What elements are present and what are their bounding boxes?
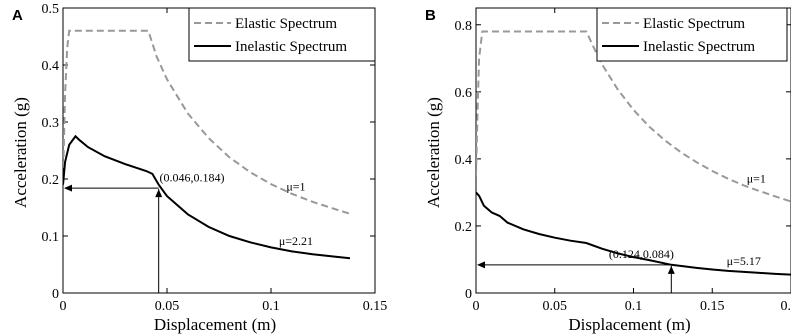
panel-letter: B — [425, 7, 436, 24]
x-tick-label: 0.05 — [155, 299, 180, 314]
x-tick-label: 0. — [781, 299, 791, 314]
legend: Elastic Spectrum Inelastic Spectrum — [188, 7, 376, 62]
elastic-spectrum-line — [476, 30, 791, 203]
legend-box — [188, 7, 376, 62]
y-tick-label: 0.5 — [42, 2, 60, 17]
annotation-label: μ=2.21 — [279, 234, 313, 248]
x-tick-label: 0.15 — [363, 299, 388, 314]
annotation-label: (0.046,0.184) — [159, 170, 224, 184]
y-axis-label: Acceleration (g) — [11, 97, 30, 208]
y-tick-label: 0.2 — [455, 220, 473, 235]
legend: Elastic Spectrum Inelastic Spectrum — [596, 7, 788, 62]
chart-panel-A: A 0 0.05 0.1 0.15 0 0.1 0.2 0.3 0.4 0.5 Displacemen… — [11, 2, 387, 334]
arrowhead-up — [155, 189, 163, 198]
x-axis-label: Displacement (m) — [154, 315, 276, 334]
legend-entry: Inelastic Spectrum — [643, 39, 755, 55]
y-tick-label: 0.8 — [455, 19, 473, 34]
annotation-label: (0.124,0.084) — [609, 247, 674, 261]
inelastic-spectrum-line — [63, 134, 351, 260]
y-tick-label: 0 — [52, 287, 59, 302]
inelastic-spectrum-line — [476, 191, 791, 276]
y-axis-label: Acceleration (g) — [424, 97, 443, 208]
x-tick-label: 0.05 — [543, 299, 568, 314]
arrowhead-left — [64, 184, 72, 192]
annotation-label: μ=5.17 — [727, 254, 761, 268]
x-tick-label: 0 — [473, 299, 480, 314]
y-tick-label: 0.2 — [42, 173, 60, 188]
annotation-label: μ=1 — [747, 171, 766, 185]
y-tick-label: 0 — [465, 287, 472, 302]
arrowhead-up — [667, 265, 675, 274]
chart-panel-B: B 0 0.05 0.1 0.15 0. 0 0.2 0.4 0.6 0.8 Displacement… — [424, 7, 791, 334]
x-tick-label: 0 — [60, 299, 67, 314]
annotation-label: μ=1 — [286, 179, 305, 193]
x-tick-label: 0.1 — [625, 299, 643, 314]
legend-entry: Inelastic Spectrum — [235, 39, 347, 55]
elastic-spectrum-line — [63, 29, 351, 215]
panel-letter: A — [12, 7, 23, 24]
x-tick-label: 0.1 — [262, 299, 280, 314]
y-tick-label: 0.3 — [42, 116, 60, 131]
legend-box — [596, 7, 788, 62]
y-tick-label: 0.4 — [455, 153, 473, 168]
legend-entry: Elastic Spectrum — [643, 16, 745, 32]
arrowhead-left — [477, 261, 485, 269]
x-axis-label: Displacement (m) — [568, 315, 690, 334]
y-tick-label: 0.6 — [455, 86, 473, 101]
y-tick-label: 0.1 — [42, 230, 60, 245]
legend-entry: Elastic Spectrum — [235, 16, 337, 32]
x-tick-label: 0.15 — [700, 299, 725, 314]
y-tick-label: 0.4 — [42, 59, 60, 74]
